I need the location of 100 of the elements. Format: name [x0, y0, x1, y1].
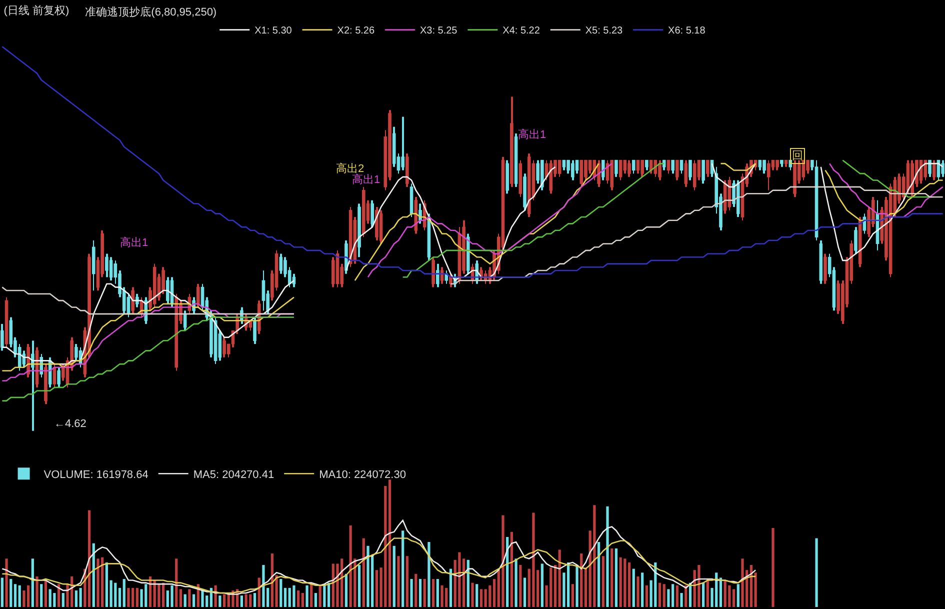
- bar: [428, 542, 430, 607]
- bar: [702, 582, 705, 607]
- bar: [88, 510, 91, 607]
- bar: [297, 590, 300, 607]
- bar: [662, 584, 666, 607]
- bar: [5, 558, 8, 607]
- bar: [127, 588, 130, 607]
- bar: [619, 557, 622, 607]
- bar: [719, 578, 722, 607]
- bar: [314, 592, 318, 607]
- bar: [222, 594, 226, 607]
- bar: [36, 576, 38, 607]
- bar: [606, 506, 609, 607]
- legend-label: X1: 5.30: [254, 26, 292, 37]
- annotation: 高出2: [336, 162, 364, 175]
- bar: [48, 589, 52, 607]
- bar: [79, 588, 82, 607]
- bar: [262, 564, 265, 607]
- bar: [471, 582, 474, 607]
- bar: [593, 505, 596, 607]
- chart-title: (日线 前复权): [4, 4, 70, 17]
- bar: [628, 562, 631, 607]
- bar: [458, 552, 461, 607]
- bar: [676, 585, 678, 607]
- bar: [240, 596, 243, 607]
- bar: [53, 592, 56, 607]
- bar: [571, 584, 574, 607]
- bar: [14, 584, 17, 607]
- annotation: ←4.62: [54, 418, 86, 430]
- bar: [414, 574, 418, 607]
- bar: [658, 582, 662, 607]
- bar: [392, 546, 396, 607]
- bar: [698, 564, 700, 607]
- bar: [92, 543, 95, 607]
- bar: [645, 585, 648, 607]
- bar: [632, 568, 635, 607]
- bar: [244, 594, 248, 607]
- bar: [480, 589, 483, 607]
- bar: [397, 556, 400, 607]
- bar: [44, 580, 48, 607]
- legend-label: MA10: 224072.30: [319, 468, 406, 481]
- bar: [614, 548, 618, 607]
- legend-label: X2: 5.26: [337, 26, 375, 37]
- bar: [576, 564, 578, 607]
- bar: [514, 558, 518, 607]
- bar: [540, 564, 544, 607]
- bar: [118, 588, 122, 607]
- bar: [62, 592, 64, 607]
- bar: [280, 578, 282, 607]
- bar: [402, 530, 404, 607]
- bar: [57, 584, 60, 607]
- legend-label: X4: 5.22: [502, 26, 540, 37]
- bar: [184, 594, 186, 607]
- annotation: 回: [792, 150, 803, 162]
- annotation: 高出1: [352, 173, 380, 186]
- annotation: 高出1: [518, 128, 546, 141]
- bar: [728, 585, 731, 607]
- bar: [188, 589, 191, 607]
- bar: [310, 584, 313, 607]
- legend-label: MA5: 204270.41: [193, 468, 274, 481]
- bar: [175, 558, 178, 607]
- bar: [772, 528, 774, 607]
- legend-title: 准确逃顶抄底(6,80,95,250): [85, 5, 217, 18]
- bar: [284, 588, 287, 607]
- bar: [253, 592, 256, 607]
- bar: [362, 538, 365, 607]
- bar: [584, 568, 588, 607]
- bar: [597, 542, 600, 607]
- bar: [366, 546, 370, 607]
- bar: [519, 564, 522, 607]
- bar: [388, 480, 392, 607]
- bar: [724, 580, 726, 607]
- bar: [292, 585, 296, 607]
- legend-label: VOLUME: 161978.64: [44, 468, 148, 481]
- bar: [358, 564, 361, 607]
- bar: [732, 589, 736, 607]
- bar: [523, 578, 526, 607]
- bar: [680, 592, 683, 607]
- bar: [18, 585, 21, 607]
- bar: [318, 585, 322, 607]
- bar: [0, 578, 4, 607]
- legend-label: X6: 5.18: [668, 26, 706, 37]
- legend-label: X5: 5.23: [585, 26, 624, 37]
- bar: [602, 556, 604, 607]
- bar: [301, 592, 304, 607]
- bar: [636, 576, 640, 607]
- bar: [440, 585, 444, 607]
- annotation: 高出1: [120, 236, 148, 249]
- bar: [344, 574, 348, 607]
- bar: [122, 578, 126, 607]
- bar: [754, 572, 757, 607]
- bar: [641, 572, 644, 607]
- bar: [218, 596, 222, 607]
- bar: [476, 584, 478, 607]
- bar: [741, 558, 744, 607]
- bar: [624, 558, 626, 607]
- bar: [462, 558, 466, 607]
- bar: [349, 526, 352, 607]
- bar: [502, 515, 504, 607]
- bar: [96, 558, 100, 607]
